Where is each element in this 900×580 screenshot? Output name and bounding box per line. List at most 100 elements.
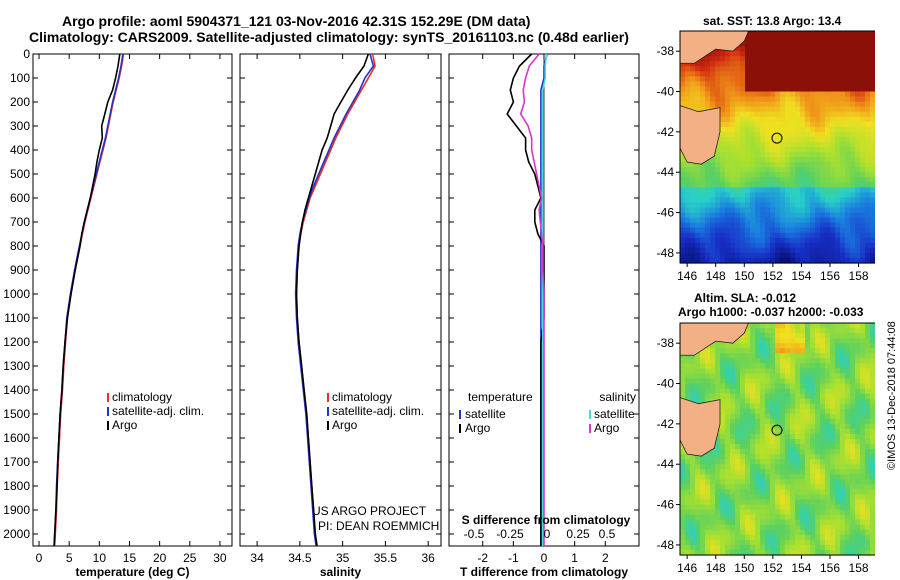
- map-cell: [750, 61, 756, 67]
- map-cell: [840, 192, 846, 199]
- map-cell: [810, 454, 816, 460]
- map-cell: [735, 494, 741, 501]
- map-cell: [755, 529, 761, 536]
- map-cell: [740, 403, 746, 410]
- map-cell: [755, 484, 761, 491]
- map-cell: [750, 383, 756, 390]
- map-cell: [850, 373, 856, 380]
- map-cell: [730, 454, 736, 460]
- map-cell: [755, 454, 761, 460]
- map-cell: [720, 343, 726, 349]
- map-cell: [820, 197, 826, 204]
- map-cell: [750, 172, 756, 178]
- map-cell: [820, 86, 826, 93]
- map-cell: [870, 167, 875, 173]
- map-cell: [765, 444, 771, 450]
- map-cell: [705, 383, 711, 390]
- map-cell: [845, 152, 851, 158]
- map-cell: [870, 152, 875, 158]
- map-cell: [760, 131, 766, 138]
- map-cell: [735, 444, 741, 450]
- map-cell: [845, 423, 851, 430]
- map-cell: [695, 489, 701, 496]
- map-cell: [855, 418, 861, 425]
- map-cell: [815, 373, 821, 380]
- map-cell: [770, 444, 776, 450]
- map-cell: [830, 86, 836, 93]
- map-cell: [780, 413, 786, 420]
- map-cell: [845, 479, 851, 485]
- map-cell: [755, 172, 761, 178]
- map-cell: [825, 398, 831, 405]
- map-cell: [745, 81, 751, 88]
- map-cell: [805, 61, 811, 67]
- map-cell: [770, 192, 776, 199]
- map-cell: [840, 202, 846, 209]
- map-cell: [755, 464, 761, 470]
- map-cell: [800, 363, 806, 369]
- map-cell: [785, 131, 791, 138]
- map-cell: [845, 524, 851, 531]
- depth-tick-label: 1200: [3, 335, 30, 349]
- map-cell: [800, 408, 806, 415]
- map-cell: [860, 116, 866, 123]
- map-cell: [870, 338, 875, 344]
- map-cell: [775, 61, 781, 67]
- map-cell: [860, 484, 866, 491]
- map-cell: [800, 217, 806, 224]
- map-cell: [710, 91, 716, 98]
- map-cell: [780, 479, 786, 485]
- map-cell: [765, 338, 771, 344]
- map-cell: [870, 71, 875, 77]
- map-cell: [705, 207, 711, 214]
- map-cell: [825, 46, 831, 52]
- map-cell: [730, 106, 736, 113]
- map-cell: [855, 539, 861, 546]
- map-cell: [870, 242, 875, 249]
- map-cell: [705, 167, 711, 173]
- map-cell: [770, 449, 776, 455]
- map-cell: [815, 494, 821, 501]
- map-cell: [870, 454, 875, 460]
- map-cell: [700, 217, 706, 224]
- map-cell: [710, 167, 716, 173]
- map-cell: [855, 408, 861, 415]
- map-cell: [785, 187, 791, 193]
- map-cell: [745, 106, 751, 113]
- map-cell: [800, 252, 806, 259]
- map-cell: [755, 136, 761, 143]
- map-cell: [865, 172, 871, 178]
- map-cell: [850, 403, 856, 410]
- map-cell: [745, 328, 751, 334]
- map-cell: [775, 202, 781, 209]
- map-cell: [730, 479, 736, 485]
- map-cell: [865, 257, 871, 264]
- map-cell: [710, 378, 716, 385]
- map-cell: [690, 534, 696, 541]
- map-cell: [825, 187, 831, 193]
- map-cell: [805, 323, 811, 329]
- legend-heading-temperature: temperature: [468, 390, 533, 404]
- map-cell: [680, 162, 686, 168]
- map-cell: [810, 348, 816, 354]
- map-cell: [750, 333, 756, 339]
- map-cell: [760, 232, 766, 239]
- map-cell: [785, 433, 791, 440]
- map-cell: [830, 338, 836, 344]
- map-cell: [820, 91, 826, 98]
- map-cell: [685, 484, 691, 491]
- map-cell: [830, 423, 836, 430]
- map-cell: [845, 131, 851, 138]
- map-cell: [755, 36, 761, 42]
- map-cell: [820, 111, 826, 118]
- map-cell: [720, 534, 726, 541]
- map-cell: [865, 509, 871, 516]
- map-cell: [750, 449, 756, 455]
- map-cell: [720, 116, 726, 123]
- map-cell: [715, 459, 721, 465]
- map-cell: [850, 31, 856, 37]
- map-cell: [785, 509, 791, 516]
- map-cell: [815, 444, 821, 450]
- map-cell: [860, 393, 866, 400]
- map-cell: [695, 66, 701, 72]
